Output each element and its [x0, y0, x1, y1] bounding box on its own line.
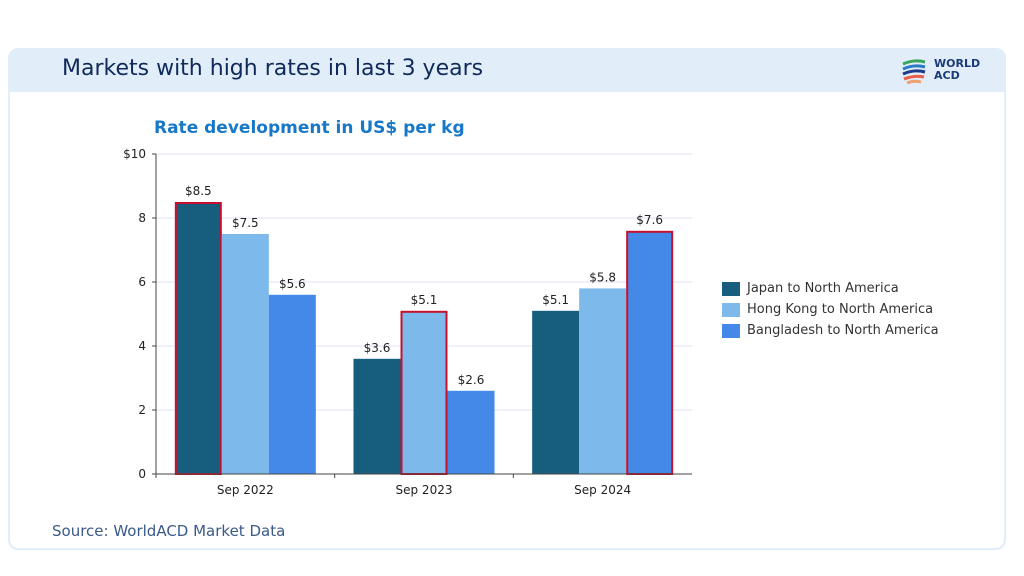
bar: [626, 230, 674, 475]
data-label: $7.6: [636, 213, 663, 227]
legend-item: Japan to North America: [722, 278, 939, 299]
logo-text: WORLD ACD: [934, 57, 981, 82]
page-title: Markets with high rates in last 3 years: [62, 56, 484, 81]
y-tick-label: 2: [138, 403, 146, 417]
legend-item: Hong Kong to North America: [722, 299, 939, 320]
source-note: Source: WorldACD Market Data: [52, 522, 286, 540]
legend-swatch: [722, 281, 740, 296]
y-tick-label: 6: [138, 275, 146, 289]
bar: [532, 310, 580, 474]
data-label: $3.6: [364, 341, 391, 355]
data-label: $5.8: [589, 270, 616, 284]
bar: [268, 294, 316, 474]
legend-item: Bangladesh to North America: [722, 320, 939, 341]
bar: [221, 234, 269, 474]
y-tick-label: $10: [123, 147, 146, 161]
header-band: Markets with high rates in last 3 years …: [10, 50, 1004, 92]
y-tick-label: 0: [138, 467, 146, 481]
chart-card: Markets with high rates in last 3 years …: [8, 48, 1006, 550]
data-label: $5.1: [411, 293, 438, 307]
legend-label: Bangladesh to North America: [747, 323, 939, 338]
legend-swatch: [722, 323, 740, 338]
y-tick-label: 4: [138, 339, 146, 353]
bar: [174, 202, 222, 475]
worldacd-logo: WORLD ACD: [900, 56, 990, 86]
x-tick-label: Sep 2024: [574, 483, 631, 497]
data-label: $5.1: [542, 293, 569, 307]
bar: [579, 288, 627, 474]
chart-title: Rate development in US$ per kg: [154, 118, 465, 138]
data-label: $5.6: [279, 277, 306, 291]
legend: Japan to North America Hong Kong to Nort…: [722, 278, 939, 341]
data-label: $7.5: [232, 216, 259, 230]
legend-label: Japan to North America: [747, 281, 899, 296]
data-label: $2.6: [458, 373, 485, 387]
bar: [400, 310, 448, 475]
x-tick-label: Sep 2023: [396, 483, 453, 497]
x-tick-label: Sep 2022: [217, 483, 274, 497]
y-tick-label: 8: [138, 211, 146, 225]
bar: [353, 358, 401, 474]
data-label: $8.5: [185, 184, 212, 198]
legend-swatch: [722, 302, 740, 317]
logo-icon: [902, 59, 926, 85]
legend-label: Hong Kong to North America: [747, 302, 934, 317]
bar: [447, 390, 495, 474]
